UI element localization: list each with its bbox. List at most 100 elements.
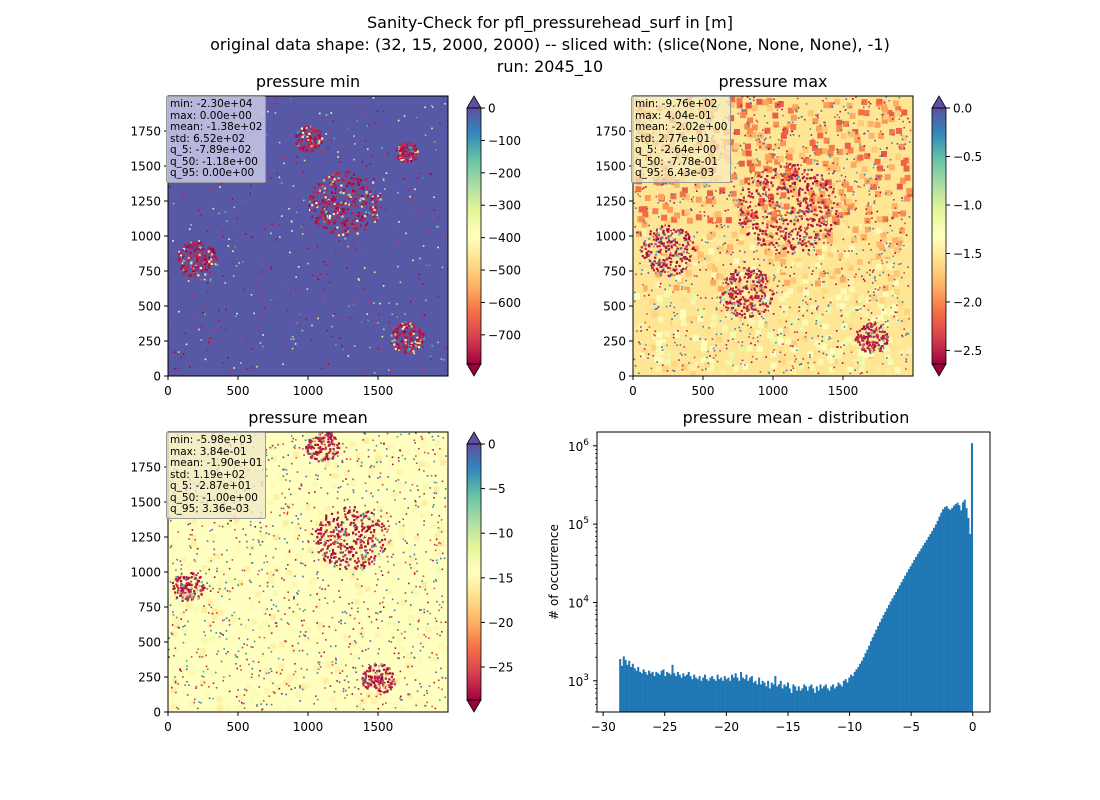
heatmap-patch (333, 623, 340, 630)
heatmap-pixel (763, 139, 766, 141)
heatmap-pixel (394, 333, 397, 336)
heatmap-pixel (846, 158, 848, 161)
heatmap-pixel (673, 370, 676, 372)
heatmap-patch (867, 121, 874, 127)
heatmap-patch (641, 253, 648, 260)
heatmap-patch (731, 219, 738, 226)
heatmap-pixel (353, 135, 355, 137)
heatmap-pixel (328, 214, 332, 218)
heatmap-patch (324, 506, 331, 513)
heatmap-pixel (753, 114, 756, 116)
heatmap-pixel (306, 140, 309, 143)
heatmap-pixel (734, 309, 737, 312)
heatmap-pixel (232, 275, 235, 277)
heatmap-pixel (669, 273, 672, 276)
heatmap-pixel (697, 309, 699, 311)
heatmap-pixel (645, 255, 648, 258)
heatmap-pixel (747, 123, 749, 126)
heatmap-pixel (746, 287, 749, 290)
heatmap-pixel (800, 164, 802, 166)
heatmap-pixel (766, 122, 769, 124)
heatmap-pixel (799, 229, 802, 232)
heatmap-pixel (905, 368, 907, 370)
heatmap-pixel (822, 187, 825, 190)
heatmap-patch (788, 147, 795, 154)
heatmap-pixel (654, 256, 657, 259)
heatmap-pixel (250, 184, 252, 187)
heatmap-pixel (783, 166, 786, 168)
heatmap-pixel (673, 240, 676, 243)
heatmap-pixel (750, 294, 753, 297)
heatmap-patch (211, 608, 218, 615)
heatmap-pixel (733, 290, 736, 293)
heatmap-patch (823, 137, 830, 144)
heatmap-pixel (745, 307, 748, 310)
heatmap-pixel (303, 159, 306, 162)
heatmap-pixel (764, 193, 767, 196)
heatmap-pixel (198, 253, 201, 257)
heatmap-pixel (703, 308, 705, 310)
heatmap-pixel (758, 278, 761, 281)
heatmap-pixel (739, 298, 743, 301)
heatmap-pixel (881, 330, 884, 333)
heatmap-patch (824, 307, 831, 314)
heatmap-patch (282, 520, 289, 527)
heatmap-pixel (743, 306, 746, 309)
heatmap-pixel (194, 256, 197, 259)
heatmap-pixel (886, 147, 888, 149)
heatmap-pixel (342, 148, 345, 150)
heatmap-patch (776, 332, 783, 339)
heatmap-pixel (403, 335, 406, 338)
heatmap-pixel (414, 150, 417, 153)
heatmap-patch (892, 211, 899, 218)
heatmap-pixel (321, 211, 324, 215)
heatmap-pixel (865, 324, 868, 327)
heatmap-patch (257, 624, 264, 631)
heatmap-pixel (437, 341, 439, 344)
heatmap-pixel (665, 305, 668, 308)
heatmap-pixel (782, 371, 785, 374)
heatmap-pixel (749, 135, 752, 137)
heatmap-pixel (823, 270, 825, 272)
heatmap-pixel (364, 215, 367, 218)
heatmap-pixel (788, 121, 790, 124)
heatmap-patch (431, 526, 438, 533)
heatmap-pixel (430, 104, 433, 107)
heatmap-patch (846, 102, 853, 109)
heatmap-pixel (402, 156, 405, 159)
heatmap-pixel (297, 198, 300, 200)
heatmap-patch (849, 361, 856, 368)
heatmap-patch (715, 223, 722, 230)
heatmap-pixel (712, 347, 715, 350)
heatmap-patch (641, 221, 648, 228)
heatmap-patch (208, 635, 215, 642)
heatmap-pixel (639, 262, 641, 265)
heatmap-pixel (272, 240, 275, 242)
heatmap-pixel (765, 131, 767, 134)
colorbar-tick-label: −0.5 (953, 150, 982, 164)
heatmap-pixel (797, 318, 800, 321)
heatmap-pixel (804, 295, 807, 298)
heatmap-pixel (318, 137, 321, 140)
heatmap-pixel (764, 230, 767, 233)
heatmap-pixel (773, 154, 775, 156)
heatmap-pixel (222, 235, 224, 238)
heatmap-pixel (399, 325, 402, 328)
heatmap-pixel (807, 211, 810, 214)
heatmap-pixel (862, 334, 865, 338)
heatmap-pixel (857, 339, 860, 342)
heatmap-pixel (667, 236, 670, 239)
heatmap-patch (265, 595, 272, 602)
heatmap-pixel (399, 347, 402, 350)
heatmap-pixel (407, 189, 410, 192)
heatmap-pixel (655, 250, 658, 253)
heatmap-pixel (759, 271, 762, 274)
heatmap-pixel (792, 188, 796, 191)
heatmap-pixel (786, 211, 789, 214)
heatmap-patch (802, 273, 809, 280)
heatmap-pixel (869, 269, 871, 272)
heatmap-pixel (325, 226, 328, 229)
heatmap-pixel (881, 338, 883, 341)
heatmap-pixel (751, 306, 755, 309)
heatmap-pixel (865, 331, 868, 334)
